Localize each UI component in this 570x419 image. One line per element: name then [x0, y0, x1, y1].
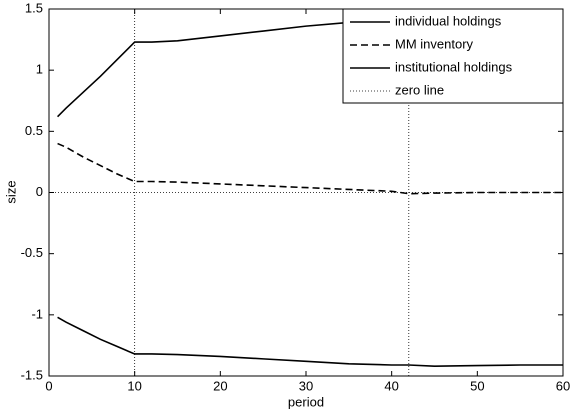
y-tick-label: 0.5 — [25, 123, 43, 138]
y-tick-label: 1 — [36, 62, 43, 77]
x-tick-label: 40 — [384, 378, 398, 393]
series-line — [57, 316, 563, 368]
legend-label: institutional holdings — [395, 59, 513, 74]
y-tick-label: -1.5 — [21, 367, 43, 382]
y-tick-label: 1.5 — [25, 0, 43, 15]
x-tick-label: 10 — [127, 378, 141, 393]
legend-label: MM inventory — [395, 36, 474, 51]
x-tick-label: 0 — [45, 378, 52, 393]
x-tick-label: 60 — [556, 378, 570, 393]
legend-box — [342, 8, 564, 104]
y-axis-label: size — [3, 180, 18, 203]
x-tick-label: 50 — [470, 378, 484, 393]
x-tick-label: 20 — [213, 378, 227, 393]
y-tick-label: 0 — [36, 184, 43, 199]
y-tick-label: -1 — [31, 306, 43, 321]
x-tick-label: 30 — [299, 378, 313, 393]
series-line — [57, 142, 563, 195]
legend-label: individual holdings — [395, 13, 502, 28]
x-axis-label: period — [288, 394, 324, 409]
legend-label: zero line — [395, 82, 444, 97]
y-tick-label: -0.5 — [21, 245, 43, 260]
